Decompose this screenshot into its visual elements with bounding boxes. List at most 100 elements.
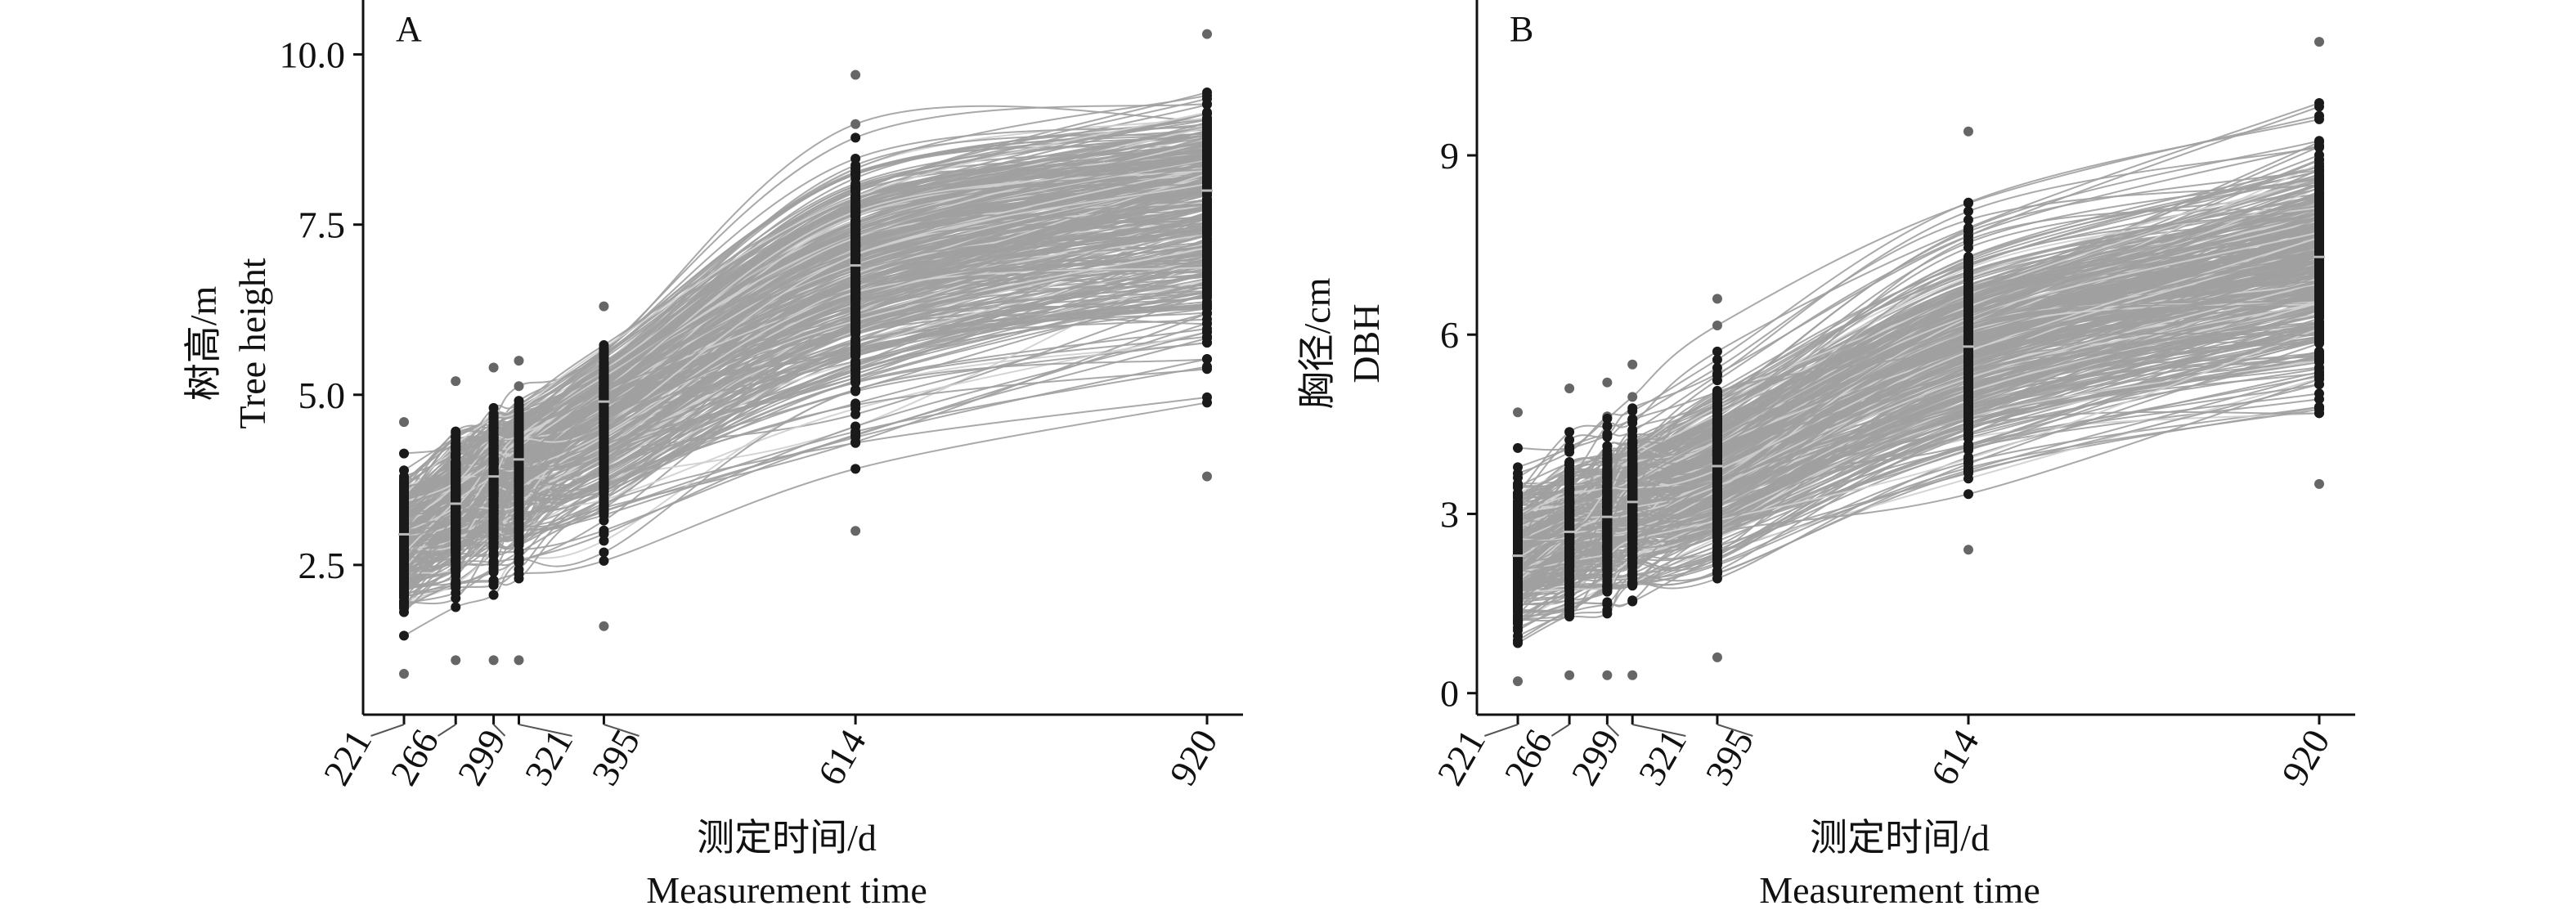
observation-point-min — [1202, 471, 1212, 482]
observation-point — [514, 463, 524, 473]
observation-point — [488, 510, 499, 521]
observation-point — [850, 235, 861, 245]
observation-point — [451, 450, 461, 460]
observation-point — [850, 464, 861, 474]
observation-point — [488, 563, 499, 573]
observation-point — [850, 224, 861, 235]
observation-point — [514, 425, 524, 436]
observation-point — [399, 496, 409, 507]
observation-point — [514, 406, 524, 416]
observation-point — [488, 575, 499, 585]
observation-point — [1202, 361, 1212, 372]
observation-point — [514, 522, 524, 532]
observation-point — [1202, 276, 1212, 287]
observation-point — [399, 482, 409, 492]
observation-point — [399, 630, 409, 641]
y-axis-title-en: Tree height — [231, 258, 273, 428]
observation-point — [1202, 93, 1212, 104]
observation-point — [1202, 119, 1212, 129]
growth-curve — [403, 291, 1208, 590]
observation-point-min — [599, 621, 609, 631]
observation-point — [514, 412, 524, 423]
y-tick-label: 2.5 — [298, 545, 346, 586]
observation-point — [599, 352, 609, 362]
observation-point — [850, 323, 861, 334]
growth-curves — [403, 91, 1208, 637]
observation-point — [451, 431, 461, 442]
observation-point — [514, 553, 524, 563]
x-tick-label: 321 — [517, 723, 581, 792]
x-tick-leader — [604, 724, 640, 737]
observation-point — [1202, 107, 1212, 118]
x-tick-label: 395 — [584, 723, 648, 792]
observation-point — [399, 603, 409, 613]
observation-point-min — [514, 655, 524, 666]
observation-point — [1202, 237, 1212, 248]
x-tick-leader — [492, 724, 506, 737]
observation-point — [451, 602, 461, 612]
panel-label: A — [396, 9, 422, 49]
x-tick-label: 221 — [316, 723, 380, 792]
observation-point — [850, 132, 861, 143]
observation-point — [451, 514, 461, 524]
growth-curves — [1517, 102, 2320, 644]
observation-point — [1202, 256, 1212, 267]
observation-point — [1202, 353, 1212, 364]
observation-point-min — [451, 655, 461, 666]
observation-point — [399, 518, 409, 528]
observation-point — [599, 374, 609, 384]
observation-point — [488, 413, 499, 424]
x-axis-title-cn: 测定时间/d — [697, 817, 877, 859]
observation-point-max — [514, 356, 524, 366]
observation-point — [399, 448, 409, 459]
observation-point — [850, 153, 861, 164]
x-tick-leader — [518, 724, 572, 737]
observation-point-max — [599, 301, 609, 312]
observation-point — [451, 565, 461, 576]
observation-point — [599, 414, 609, 424]
observation-point-max — [488, 362, 499, 373]
observation-point — [599, 467, 609, 478]
observation-point — [599, 489, 609, 500]
observation-point — [399, 537, 409, 548]
observation-point — [514, 568, 524, 579]
observation-point — [514, 435, 524, 446]
observation-point — [399, 584, 409, 594]
observation-point — [1202, 211, 1212, 222]
observation-point — [399, 471, 409, 482]
observation-point — [850, 346, 861, 357]
observation-point — [488, 486, 499, 496]
observation-point — [850, 364, 861, 375]
observation-point — [850, 249, 861, 260]
observation-point — [850, 313, 861, 324]
observation-point — [488, 495, 499, 505]
observation-point — [451, 460, 461, 470]
observation-point — [1202, 324, 1212, 334]
observation-point — [599, 529, 609, 540]
observation-point — [488, 460, 499, 471]
observation-point-min — [399, 669, 409, 680]
observation-point — [514, 381, 524, 392]
observation-point — [850, 168, 861, 179]
observation-point — [451, 558, 461, 568]
growth-curve — [1517, 255, 2320, 546]
observation-point — [1202, 230, 1212, 240]
observation-point — [488, 402, 499, 413]
observation-point — [451, 580, 461, 590]
observation-point — [514, 443, 524, 454]
observation-point — [399, 525, 409, 536]
observation-point — [1202, 291, 1212, 302]
observation-point — [451, 506, 461, 517]
observation-point — [599, 509, 609, 520]
observation-point — [451, 477, 461, 487]
observation-point — [488, 503, 499, 514]
observation-point — [599, 438, 609, 449]
x-tick-leader — [370, 724, 405, 737]
observation-point — [488, 441, 499, 451]
observation-point — [850, 119, 861, 129]
observation-point — [514, 513, 524, 523]
observation-point — [451, 593, 461, 603]
observation-point — [850, 398, 861, 409]
